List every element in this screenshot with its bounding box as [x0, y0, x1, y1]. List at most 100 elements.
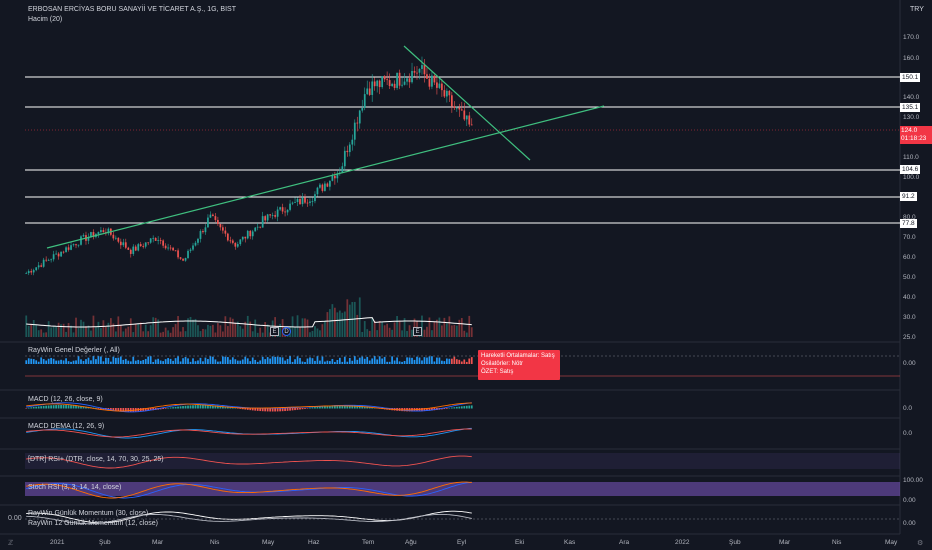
time-tick: Şub [729, 539, 741, 546]
momentum-12-label[interactable]: RayWin 12 Günlük Momentum (12, close) [28, 520, 158, 527]
current-price-tag: 124.0 01:18:23 [900, 126, 932, 144]
candle-body [187, 250, 189, 258]
volume-bar [207, 324, 209, 337]
raywin-pane-label[interactable]: RayWin Genel Değerler (, All) [28, 347, 120, 354]
volume-bar [169, 332, 172, 337]
volume-bar [441, 325, 443, 337]
macd-hist-bar [455, 406, 458, 409]
raywin-bar [443, 361, 446, 364]
tooltip-moving-averages: Hareketli Ortalamalar: Satış [481, 353, 555, 359]
volume-bar [251, 331, 254, 337]
raywin-bar [261, 356, 264, 364]
raywin-bar [90, 360, 92, 364]
raywin-bar [119, 356, 122, 364]
level-tag[interactable]: 91.2 [900, 192, 917, 201]
candle-body [217, 219, 219, 224]
macd-hist-bar [217, 405, 219, 409]
volume-bar [70, 325, 72, 337]
raywin-bar [316, 356, 319, 364]
candle-body [189, 249, 192, 251]
volume-bar [294, 327, 296, 337]
timezone-icon[interactable]: ℤ [8, 540, 14, 547]
raywin-bar [109, 361, 112, 364]
volume-bar [87, 325, 90, 337]
raywin-bar [428, 356, 431, 364]
earnings-badge[interactable]: E [270, 327, 279, 336]
macd-hist-bar [224, 406, 227, 409]
candle-body [60, 251, 62, 257]
raywin-bar [177, 356, 179, 364]
candle-body [289, 203, 291, 210]
volume-bar [460, 318, 463, 337]
volume-bar [244, 321, 247, 337]
raywin-bar [57, 360, 60, 364]
macd-pane-label[interactable]: MACD (12, 26, close, 9) [28, 396, 103, 403]
macd-hist-bar [127, 408, 130, 412]
stoch-pane-label[interactable]: Stoch RSI (3, 3, 14, 14, close) [28, 484, 122, 491]
raywin-bar [47, 358, 50, 364]
raywin-bar [326, 360, 329, 364]
earnings-badge[interactable]: E [413, 327, 422, 336]
candle-body [82, 235, 85, 237]
momentum-axis-value: 0.00 [903, 520, 916, 527]
candle-body [179, 257, 182, 259]
candle-body [209, 214, 212, 218]
volume-bar [256, 332, 259, 337]
volume-bar [100, 328, 102, 337]
rising-trendline [46, 105, 605, 249]
raywin-bar [426, 357, 428, 364]
volume-bar [80, 319, 82, 337]
volume-indicator-label[interactable]: Hacim (20) [28, 16, 63, 23]
price-tick: 110.0 [903, 154, 919, 161]
level-tag[interactable]: 150.1 [900, 73, 921, 82]
macd-hist-bar [174, 406, 177, 409]
settings-gear-icon[interactable]: ⚙ [917, 540, 924, 547]
raywin-bar [358, 357, 361, 364]
volume-bar [279, 323, 281, 337]
volume-bar [324, 320, 326, 337]
volume-bar [403, 318, 406, 337]
time-tick: Haz [308, 539, 320, 546]
macd-hist-bar [463, 406, 466, 409]
time-tick: Kas [564, 539, 576, 546]
volume-bar [202, 328, 204, 337]
volume-bar [249, 321, 252, 337]
raywin-bar [289, 356, 291, 364]
raywin-bar [52, 358, 55, 364]
volume-bar [154, 317, 157, 337]
candle-body [25, 273, 28, 274]
volume-bar [129, 318, 132, 337]
volume-bar [438, 317, 441, 337]
candle-body [226, 233, 229, 241]
candle-body [137, 244, 140, 251]
raywin-bar [453, 356, 456, 364]
macd-dema-pane-label[interactable]: MACD DEMA (12, 26, 9) [28, 423, 105, 430]
macd-hist-bar [271, 408, 274, 412]
candle-body [393, 83, 396, 88]
raywin-bar [368, 360, 371, 364]
volume-bar [65, 331, 67, 337]
volume-bar [107, 322, 110, 337]
rsi-pane-label[interactable]: [DTR] RSI+ (DTR, close, 14, 70, 30, 25, … [28, 456, 164, 463]
volume-bar [361, 331, 364, 337]
dividend-badge[interactable]: D [282, 327, 291, 336]
candle-body [269, 214, 272, 216]
macd-hist-bar [97, 408, 100, 409]
raywin-bar [45, 360, 48, 364]
macd-hist-bar [192, 405, 194, 409]
volume-bar [329, 309, 331, 337]
level-tag[interactable]: 104.6 [900, 165, 921, 174]
candle-body [388, 80, 391, 87]
currency-label: TRY [910, 6, 924, 13]
macd-hist-bar [129, 408, 132, 412]
level-tag[interactable]: 77.8 [900, 219, 917, 228]
raywin-bar [124, 358, 127, 364]
momentum-30-label[interactable]: RayWin Günlük Momentum (30, close) [28, 510, 149, 517]
candle-body [214, 216, 217, 220]
macd-hist-bar [296, 408, 299, 410]
raywin-bar [87, 357, 90, 364]
level-tag[interactable]: 135.1 [900, 103, 921, 112]
volume-bar [147, 331, 150, 337]
